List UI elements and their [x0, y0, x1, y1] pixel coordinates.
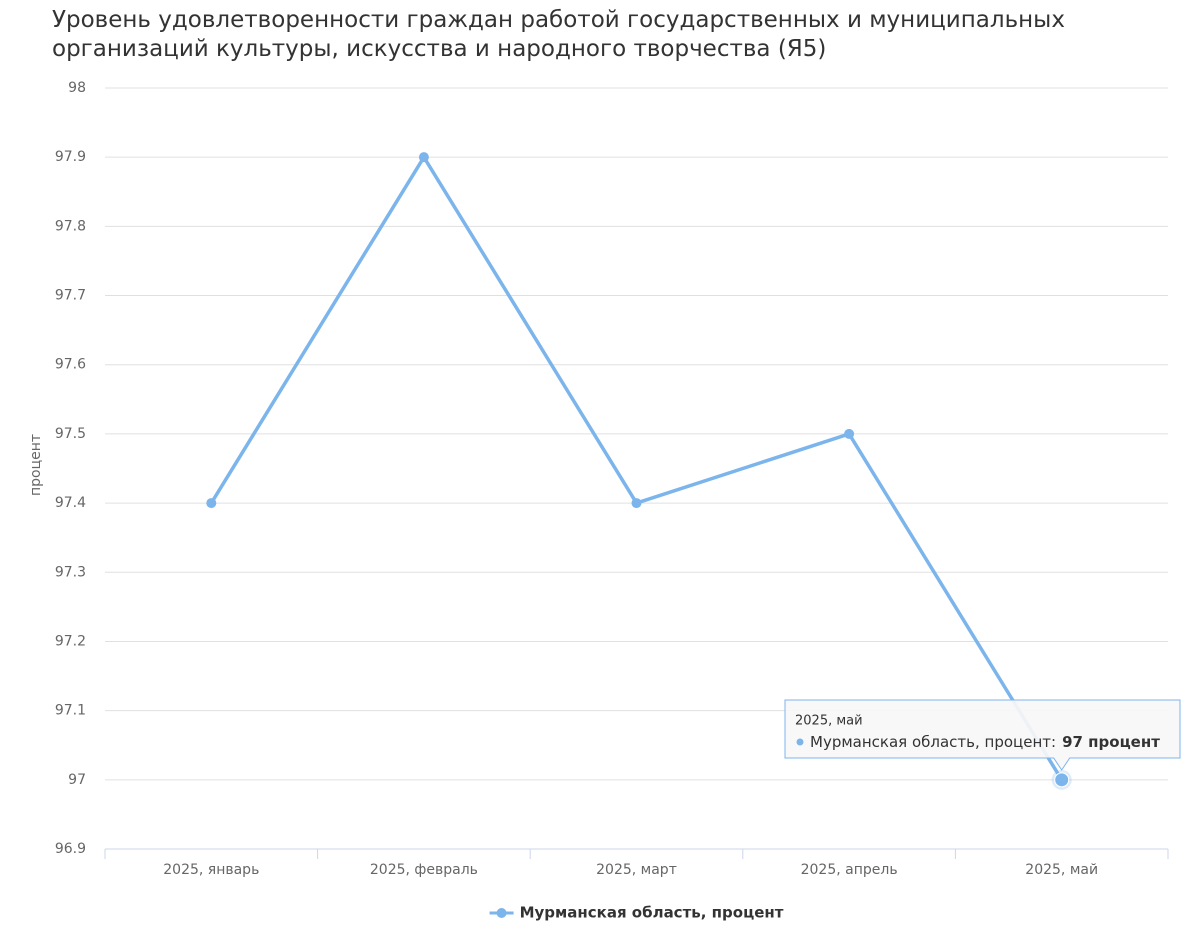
tooltip-box — [784, 699, 1181, 771]
point — [631, 498, 642, 509]
chart-title: Уровень удовлетворенности граждан работо… — [52, 7, 1065, 62]
y-tick-label: 96.9 — [55, 841, 86, 857]
y-tick-label: 97.6 — [55, 357, 86, 373]
x-tick-label: 2025, апрель — [801, 862, 898, 878]
y-tick-label: 97.8 — [55, 218, 86, 234]
tooltip: 2025, май Мурманская область, процент: 97 … — [784, 699, 1181, 771]
tooltip-dot — [796, 738, 804, 746]
x-tick-label: 2025, май — [1025, 862, 1098, 878]
y-tick-label: 97.9 — [55, 149, 86, 165]
y-tick-label: 97.4 — [55, 495, 86, 511]
x-tick-label: 2025, март — [596, 862, 677, 878]
legend-dot — [496, 908, 507, 918]
tooltip-title: 2025, май — [795, 714, 863, 729]
point — [844, 428, 855, 439]
tooltip-value: 97 процент — [1062, 733, 1160, 751]
y-tick-label: 97.3 — [55, 564, 86, 580]
tooltip-text: Мурманская область, процент: 97 процент — [810, 733, 1160, 751]
tooltip-label: Мурманская область, процент: — [810, 733, 1056, 751]
point — [418, 152, 429, 163]
line — [209, 155, 1064, 781]
y-tick-label: 98 — [68, 80, 86, 96]
point-hover — [1054, 772, 1070, 788]
legend-item[interactable]: Мурманская область, процент — [489, 904, 784, 922]
y-tick-label: 97.2 — [55, 633, 86, 649]
x-tick-label: 2025, февраль — [370, 862, 478, 878]
x-tick-label: 2025, январь — [163, 862, 259, 878]
y-tick-label: 97 — [68, 772, 86, 788]
y-tick-label: 97.7 — [55, 288, 86, 304]
y-tick-label: 97.1 — [55, 703, 86, 719]
y-tick-label: 97.5 — [55, 426, 86, 442]
legend-label: Мурманская область, процент — [520, 904, 784, 922]
y-axis-title: процент — [28, 434, 44, 496]
point — [206, 498, 217, 509]
